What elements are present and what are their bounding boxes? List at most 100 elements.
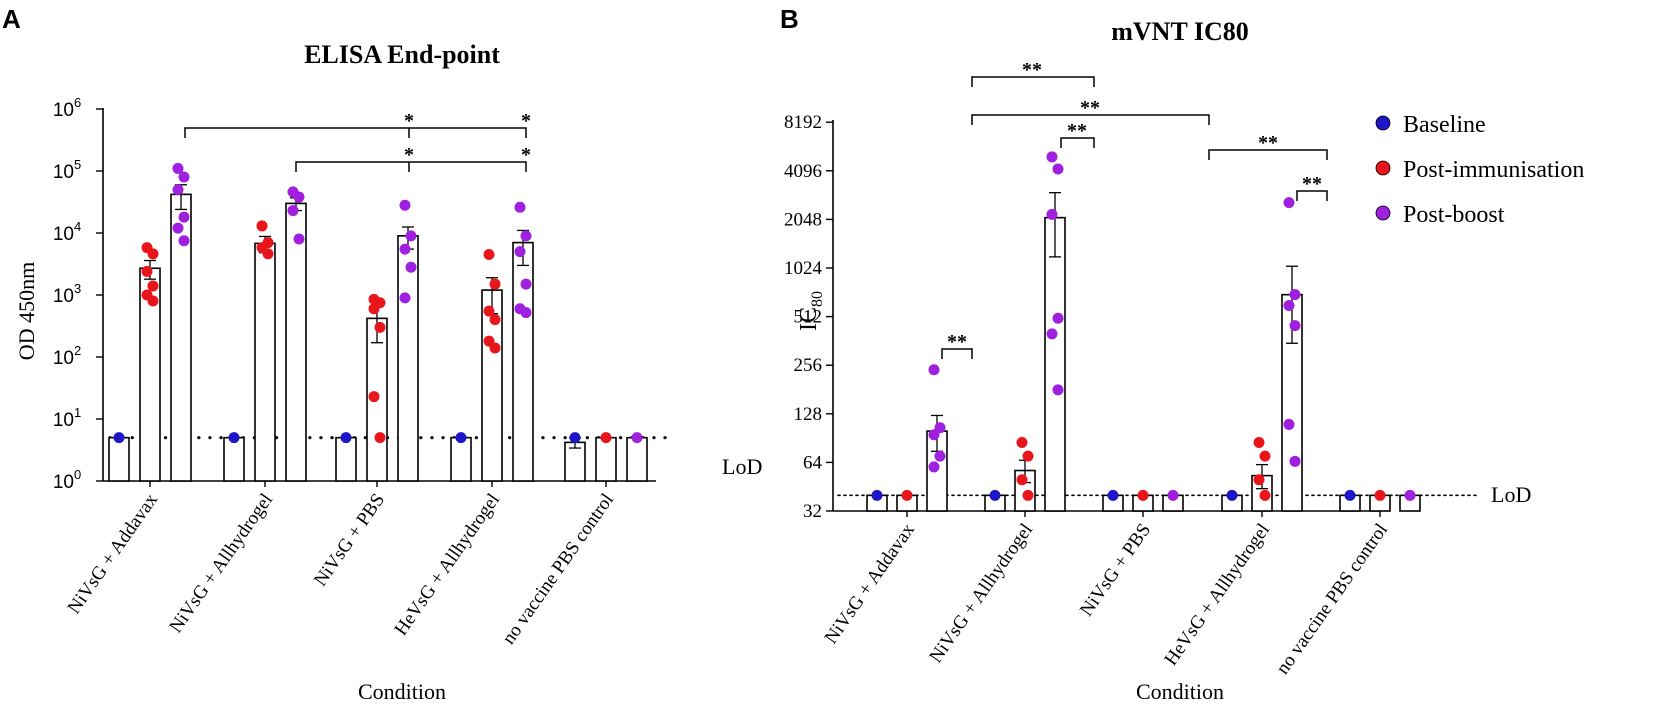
panel-a-point-post-boost [399,199,411,211]
panel-a-point-post-immunisation [256,220,268,232]
panel-b-y-tick-label: 256 [794,355,823,376]
panel-b-point-baseline [989,489,1001,501]
tick-exponent: 2 [74,343,81,358]
panel-a-bar-post-immunisation [595,436,617,482]
tick-base: 10 [53,162,74,183]
panel-a-point-post-immunisation [489,342,501,354]
panel-a-significance-label: * [404,144,414,166]
panel-b-significance-bracket [971,76,1095,87]
panel-b-significance-bracket [941,348,973,359]
panel-b-point-post-boost [1052,312,1064,324]
panel-b-y-tick-label: 1024 [784,258,823,279]
panel-b-point-post-boost [1167,489,1179,501]
panel-a-category-label: NiVsG + Addavax [64,489,163,617]
panel-a-y-tick-label: 103 [53,281,81,307]
panel-a-bar-baseline [223,436,245,482]
panel-b-bar-post-boost [1044,216,1066,512]
panel-b-point-post-boost [934,450,946,462]
panel-b-point-post-immunisation [901,489,913,501]
panel-b-point-post-immunisation [1253,474,1265,486]
tick-exponent: 3 [74,281,81,296]
panel-a-point-post-immunisation [368,391,380,403]
panel-a-category-label: NiVsG + Allhydrogel [165,490,277,637]
panel-b-point-baseline [1226,489,1238,501]
panel-b-y-axis-label: IC80 [796,291,826,331]
panel-b-point-post-immunisation [1022,489,1034,501]
panel-b-point-post-boost [1404,489,1416,501]
panel-b-point-post-boost [1283,418,1295,430]
panel-b-point-post-boost [1052,384,1064,396]
panel-a-bar-post-boost [512,241,534,482]
panel-a-point-post-boost [520,278,532,290]
panel-a-point-post-immunisation [147,280,159,292]
panel-b-y-axis-label-sub: 80 [809,291,826,307]
panel-b-y-tick-label: 2048 [784,209,822,230]
panel-b-point-post-immunisation [1259,450,1271,462]
panel-a-point-post-boost [514,201,526,213]
tick-base: 10 [53,100,74,121]
panel-a-point-post-boost [287,205,299,217]
panel-b-point-baseline [1107,489,1119,501]
tick-exponent: 4 [74,219,81,234]
panel-b-point-post-boost [1046,151,1058,163]
panel-a-significance-bracket [295,161,527,172]
panel-b-point-post-boost [1289,289,1301,301]
panel-a-bar-baseline [108,436,130,482]
panel-a-point-post-immunisation [374,321,386,333]
panel-a-x-axis-label: Condition [358,679,446,704]
panel-a-point-post-immunisation [262,248,274,260]
panel-b-y-tick-label: 32 [803,501,822,522]
panel-a-y-axis-label: OD 450nm [14,262,39,360]
tick-exponent: 0 [74,467,81,482]
panel-a-point-baseline [340,432,352,444]
panel-a-bar-post-boost [285,202,307,482]
panel-a-point-post-boost [399,292,411,304]
panel-b-y-tick-label: 512 [794,307,823,328]
panel-b-point-post-boost [1046,328,1058,340]
panel-a-point-baseline [569,432,581,444]
tick-exponent: 6 [74,95,81,110]
panel-a-significance-label: * [521,144,531,166]
panel-b-point-post-immunisation [1259,489,1271,501]
panel-b-significance-label: ** [1258,132,1278,154]
panel-a-point-post-immunisation [483,249,495,261]
panel-a-point-post-boost [178,171,190,183]
panel-a-point-baseline [228,432,240,444]
panel-a-y-tick-label: 100 [53,467,81,493]
tick-base: 10 [53,472,74,493]
panel-b-point-post-immunisation [1022,450,1034,462]
panel-a-point-post-immunisation [489,278,501,290]
panel-b-category-label: NiVsG + Allhydrogel [925,520,1037,667]
panel-a-point-post-boost [399,243,411,255]
legend-marker-post-boost [1375,205,1391,221]
panel-b-category-label: no vaccine PBS control [1272,520,1392,679]
tick-base: 10 [53,410,74,431]
panel-a-point-post-immunisation [147,295,159,307]
panel-b-category-label: NiVsG + PBS [1076,520,1155,620]
panel-a-lod-label: LoD [722,454,762,479]
legend-marker-baseline [1375,115,1391,131]
panel-b-significance-bracket [1296,190,1328,201]
panel-b-point-post-immunisation [1137,489,1149,501]
panel-a-point-post-boost [172,222,184,234]
tick-exponent: 5 [74,157,81,172]
panel-b-significance-bracket [1208,149,1328,160]
panel-b-point-baseline [1344,489,1356,501]
panel-b-point-post-boost [1283,299,1295,311]
panel-a-bar-post-immunisation [254,242,276,482]
panel-a-y-tick-label: 102 [53,343,81,369]
panel-a-point-post-immunisation [141,265,153,277]
panel-a-category-label: NiVsG + PBS [310,490,389,590]
panel-a-significance-bracket [184,127,527,138]
panel-a-point-post-boost [631,432,643,444]
panel-a-bar-post-boost [626,436,648,482]
legend-label-baseline: Baseline [1403,112,1486,138]
panel-a-point-post-boost [293,191,305,203]
panel-a-point-post-boost [405,230,417,242]
panel-a-category-label: no vaccine PBS control [498,490,618,649]
panel-a-point-post-boost [172,184,184,196]
panel-a-point-post-boost [514,246,526,258]
panel-b-category-label: HeVsG + Allhydrogel [1161,520,1275,670]
